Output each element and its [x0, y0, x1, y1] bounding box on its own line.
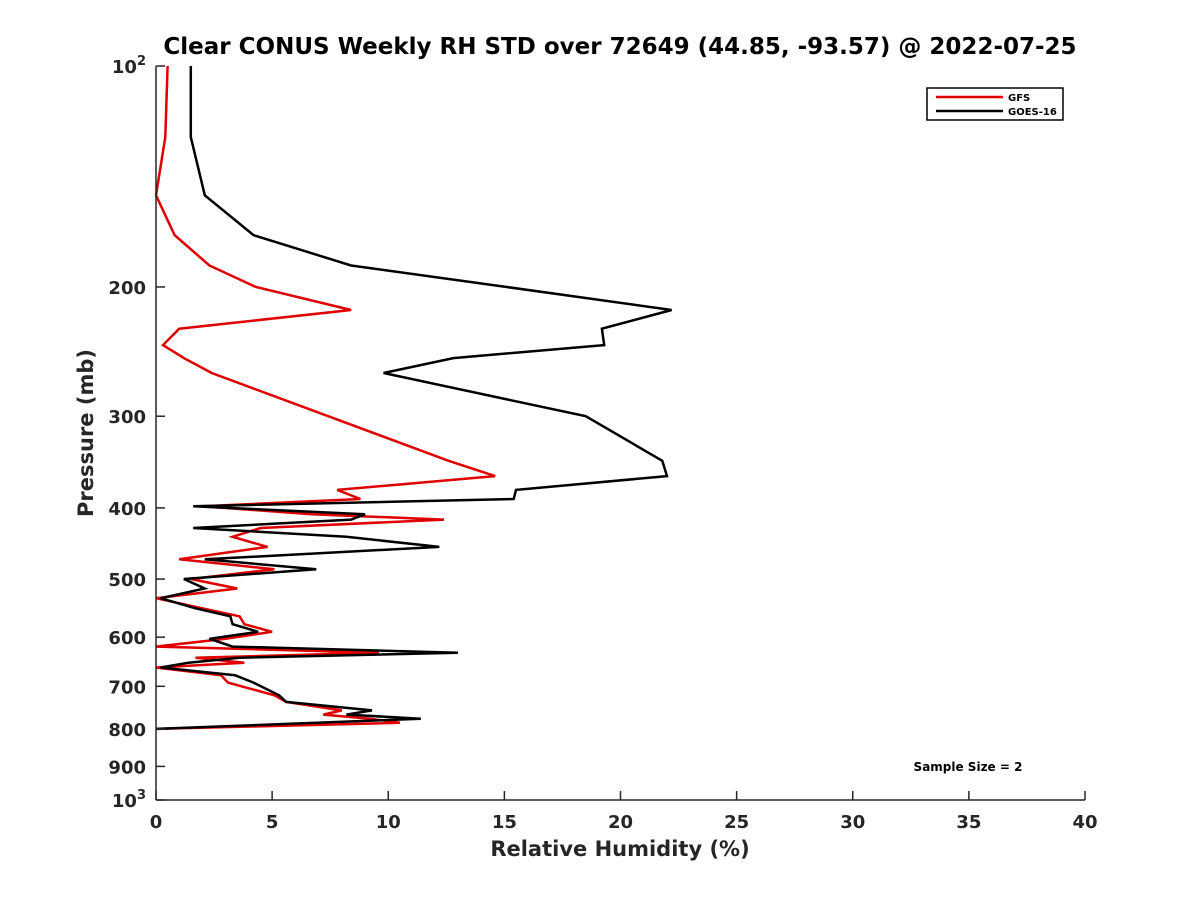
axes-layer: 0 5 10 15 20 25 30 35 40 102 200 300 400 500 600 700 800…	[108, 54, 1097, 833]
x-tick-label: 25	[724, 812, 749, 833]
x-tick-label: 35	[956, 812, 981, 833]
sample-size-annotation: Sample Size = 2	[914, 760, 1023, 774]
y-tick-label: 102	[112, 54, 146, 78]
x-axis-label: Relative Humidity (%)	[490, 837, 749, 861]
plot-background	[156, 66, 1085, 800]
legend-gfs-label: GFS	[1008, 93, 1030, 104]
series-line-goes-16	[155, 66, 672, 731]
legend-goes16-label: GOES-16	[1008, 107, 1057, 118]
y-tick-label: 800	[108, 720, 146, 741]
x-tick-label: 15	[492, 812, 517, 833]
x-tick-label: 10	[376, 812, 401, 833]
y-tick-label: 700	[108, 677, 146, 698]
y-tick-label: 300	[108, 407, 146, 428]
chart-title: Clear CONUS Weekly RH STD over 72649 (44…	[163, 34, 1076, 60]
y-tick-label: 900	[108, 757, 146, 778]
x-tick-label: 0	[150, 812, 163, 833]
x-tick-label: 30	[840, 812, 865, 833]
y-tick-label: 200	[108, 278, 146, 299]
y-axis-label: Pressure (mb)	[74, 349, 98, 517]
series-line-gfs	[154, 65, 496, 731]
y-tick-label: 500	[108, 570, 146, 591]
y-tick-label: 400	[108, 499, 146, 520]
y-tick-label: 600	[108, 628, 146, 649]
x-tick-label: 5	[266, 812, 279, 833]
legend: GFS GOES-16	[926, 87, 1064, 121]
x-tick-label: 20	[608, 812, 633, 833]
legend-box	[926, 87, 1064, 121]
series-layer	[154, 65, 672, 731]
x-tick-label: 40	[1072, 812, 1097, 833]
plot-area	[156, 66, 1085, 800]
y-tick-label: 103	[112, 788, 146, 812]
